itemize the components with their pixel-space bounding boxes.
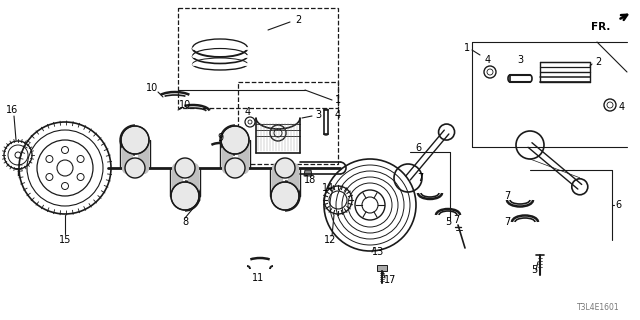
- Text: 4: 4: [619, 102, 625, 112]
- Text: 11: 11: [252, 273, 264, 283]
- Polygon shape: [377, 265, 387, 271]
- Text: 10: 10: [179, 100, 191, 110]
- Text: 7: 7: [453, 215, 459, 225]
- Text: 13: 13: [372, 247, 384, 257]
- Text: 4: 4: [245, 107, 251, 117]
- Text: 2: 2: [595, 57, 601, 67]
- Bar: [238, 82, 338, 164]
- Text: 7: 7: [504, 217, 510, 227]
- Text: 1: 1: [335, 95, 341, 105]
- Text: 10: 10: [146, 83, 158, 93]
- Circle shape: [121, 126, 149, 154]
- Circle shape: [125, 158, 145, 178]
- Circle shape: [175, 158, 195, 178]
- Text: 5: 5: [531, 265, 537, 275]
- Text: 7: 7: [417, 173, 423, 183]
- Text: 6: 6: [415, 143, 421, 153]
- Text: 9: 9: [217, 133, 223, 143]
- Text: 5: 5: [445, 217, 451, 227]
- Text: 14: 14: [322, 183, 334, 193]
- Polygon shape: [304, 170, 312, 176]
- Text: 8: 8: [182, 217, 188, 227]
- Bar: [178, 8, 338, 108]
- Text: 3: 3: [517, 55, 523, 65]
- Circle shape: [221, 126, 249, 154]
- Text: 6: 6: [615, 200, 621, 210]
- Text: 3: 3: [315, 110, 321, 120]
- Circle shape: [275, 158, 295, 178]
- Circle shape: [271, 182, 299, 210]
- Circle shape: [171, 182, 199, 210]
- Text: T3L4E1601: T3L4E1601: [577, 303, 620, 312]
- Text: 4: 4: [335, 110, 341, 120]
- Text: 15: 15: [59, 235, 71, 245]
- Text: 16: 16: [6, 105, 18, 115]
- Text: 4: 4: [485, 55, 491, 65]
- Text: 12: 12: [324, 235, 336, 245]
- Text: 18: 18: [304, 175, 316, 185]
- Text: 17: 17: [384, 275, 396, 285]
- Text: 1: 1: [464, 43, 470, 53]
- Text: 2: 2: [295, 15, 301, 25]
- Text: FR.: FR.: [591, 22, 610, 32]
- Text: 7: 7: [504, 191, 510, 201]
- Circle shape: [225, 158, 245, 178]
